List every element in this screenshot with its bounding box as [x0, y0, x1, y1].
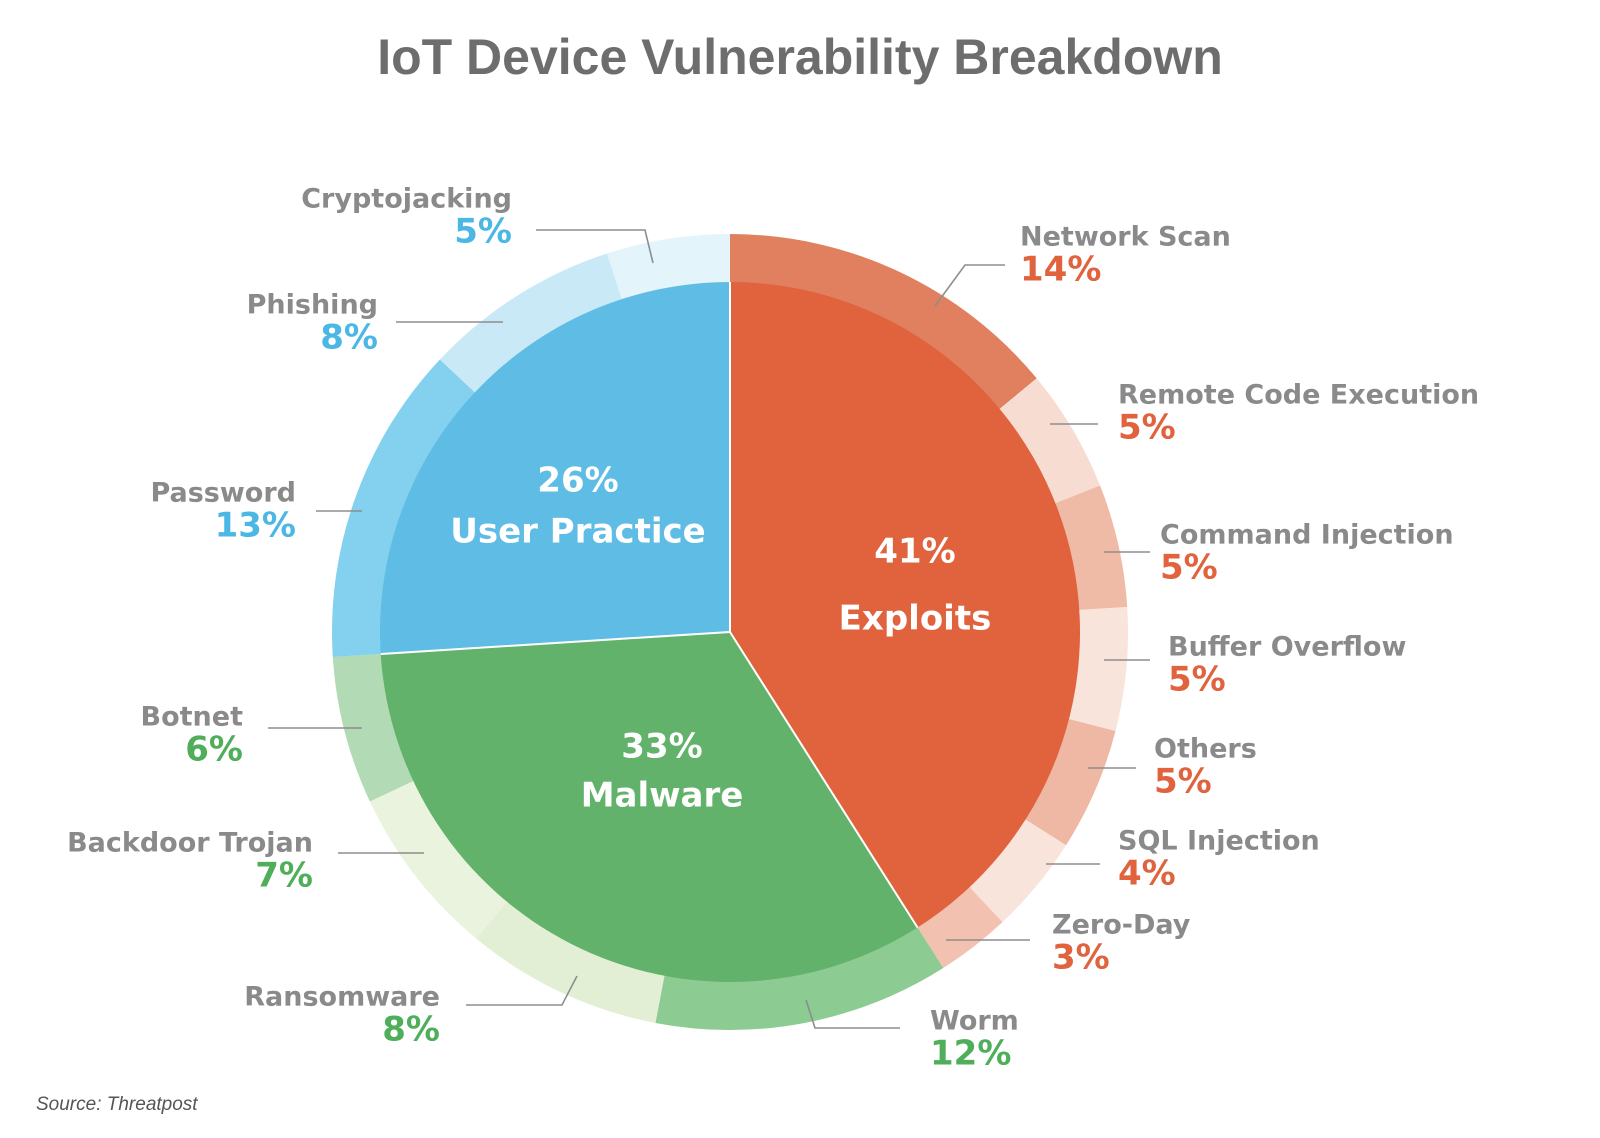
sub-label-worm: Worm	[930, 1006, 1019, 1037]
sub-percent-others: 5%	[1154, 762, 1212, 802]
slice-label-user-practice: User Practice	[450, 512, 705, 552]
ring-segment-command-injection	[1047, 485, 1128, 611]
slice-label-malware: Malware	[581, 776, 744, 816]
ring-segment-botnet	[332, 653, 421, 802]
slice-percent-user-practice: 26%	[537, 461, 618, 501]
leader-line-worm	[805, 999, 900, 1029]
sub-label-zero-day: Zero-Day	[1052, 910, 1191, 941]
pie-slice-exploits	[730, 282, 1080, 928]
sub-percent-phishing: 8%	[320, 318, 378, 358]
sub-label-others: Others	[1154, 734, 1257, 765]
sub-percent-network-scan: 14%	[1020, 250, 1101, 290]
sub-percent-backdoor-trojan: 7%	[255, 856, 313, 896]
ring-segment-phishing	[439, 253, 625, 398]
sub-percent-cryptojacking: 5%	[454, 212, 512, 252]
sub-label-phishing: Phishing	[247, 290, 378, 321]
slice-percent-exploits: 41%	[874, 532, 955, 572]
source-note: Source: Threatpost	[36, 1094, 198, 1115]
ring-segment-backdoor-trojan	[369, 777, 513, 939]
slice-percent-malware: 33%	[621, 727, 702, 767]
inner-pie	[379, 282, 1080, 982]
chart-title: IoT Device Vulnerability Breakdown	[377, 29, 1223, 85]
pie-slice-user-practice	[379, 282, 730, 654]
sub-percent-command-injection: 5%	[1160, 548, 1218, 588]
sub-percent-buffer-overflow: 5%	[1168, 660, 1226, 700]
sub-label-backdoor-trojan: Backdoor Trojan	[67, 828, 313, 859]
sub-percent-zero-day: 3%	[1052, 938, 1110, 978]
sub-label-sql-injection: SQL Injection	[1118, 826, 1320, 857]
ring-segment-others	[1018, 717, 1116, 846]
sub-label-remote-code-execution: Remote Code Execution	[1118, 380, 1479, 411]
sub-percent-password: 13%	[215, 506, 296, 546]
leader-line-network-scan	[934, 264, 1005, 307]
ring-segment-zero-day	[913, 881, 1003, 969]
main-labels: 41% Exploits 33% Malware 26% User Practice	[450, 461, 991, 816]
pie-slice-malware	[380, 632, 918, 982]
leader-line-cryptojacking	[536, 229, 654, 264]
sub-label-password: Password	[150, 478, 296, 509]
sub-label-buffer-overflow: Buffer Overflow	[1168, 632, 1406, 663]
sub-label-botnet: Botnet	[141, 702, 244, 733]
leader-lines	[268, 229, 1150, 1029]
sub-label-ransomware: Ransomware	[244, 982, 440, 1013]
sub-percent-sql-injection: 4%	[1118, 854, 1176, 894]
ring-segment-remote-code-execution	[993, 378, 1101, 507]
ring-segment-ransomware	[476, 895, 666, 1023]
sub-percent-worm: 12%	[930, 1034, 1011, 1074]
sub-percent-botnet: 6%	[185, 730, 243, 770]
slice-divider	[380, 631, 731, 655]
slice-divider	[729, 631, 919, 929]
slice-label-exploits: Exploits	[839, 599, 992, 639]
sub-percent-ransomware: 8%	[382, 1010, 440, 1050]
ring-segment-sql-injection	[964, 815, 1067, 923]
sub-percent-remote-code-execution: 5%	[1118, 408, 1176, 448]
sub-label-cryptojacking: Cryptojacking	[301, 184, 512, 215]
leader-line-ransomware	[466, 975, 578, 1006]
sub-label-network-scan: Network Scan	[1020, 222, 1231, 253]
sub-label-command-injection: Command Injection	[1160, 520, 1454, 551]
